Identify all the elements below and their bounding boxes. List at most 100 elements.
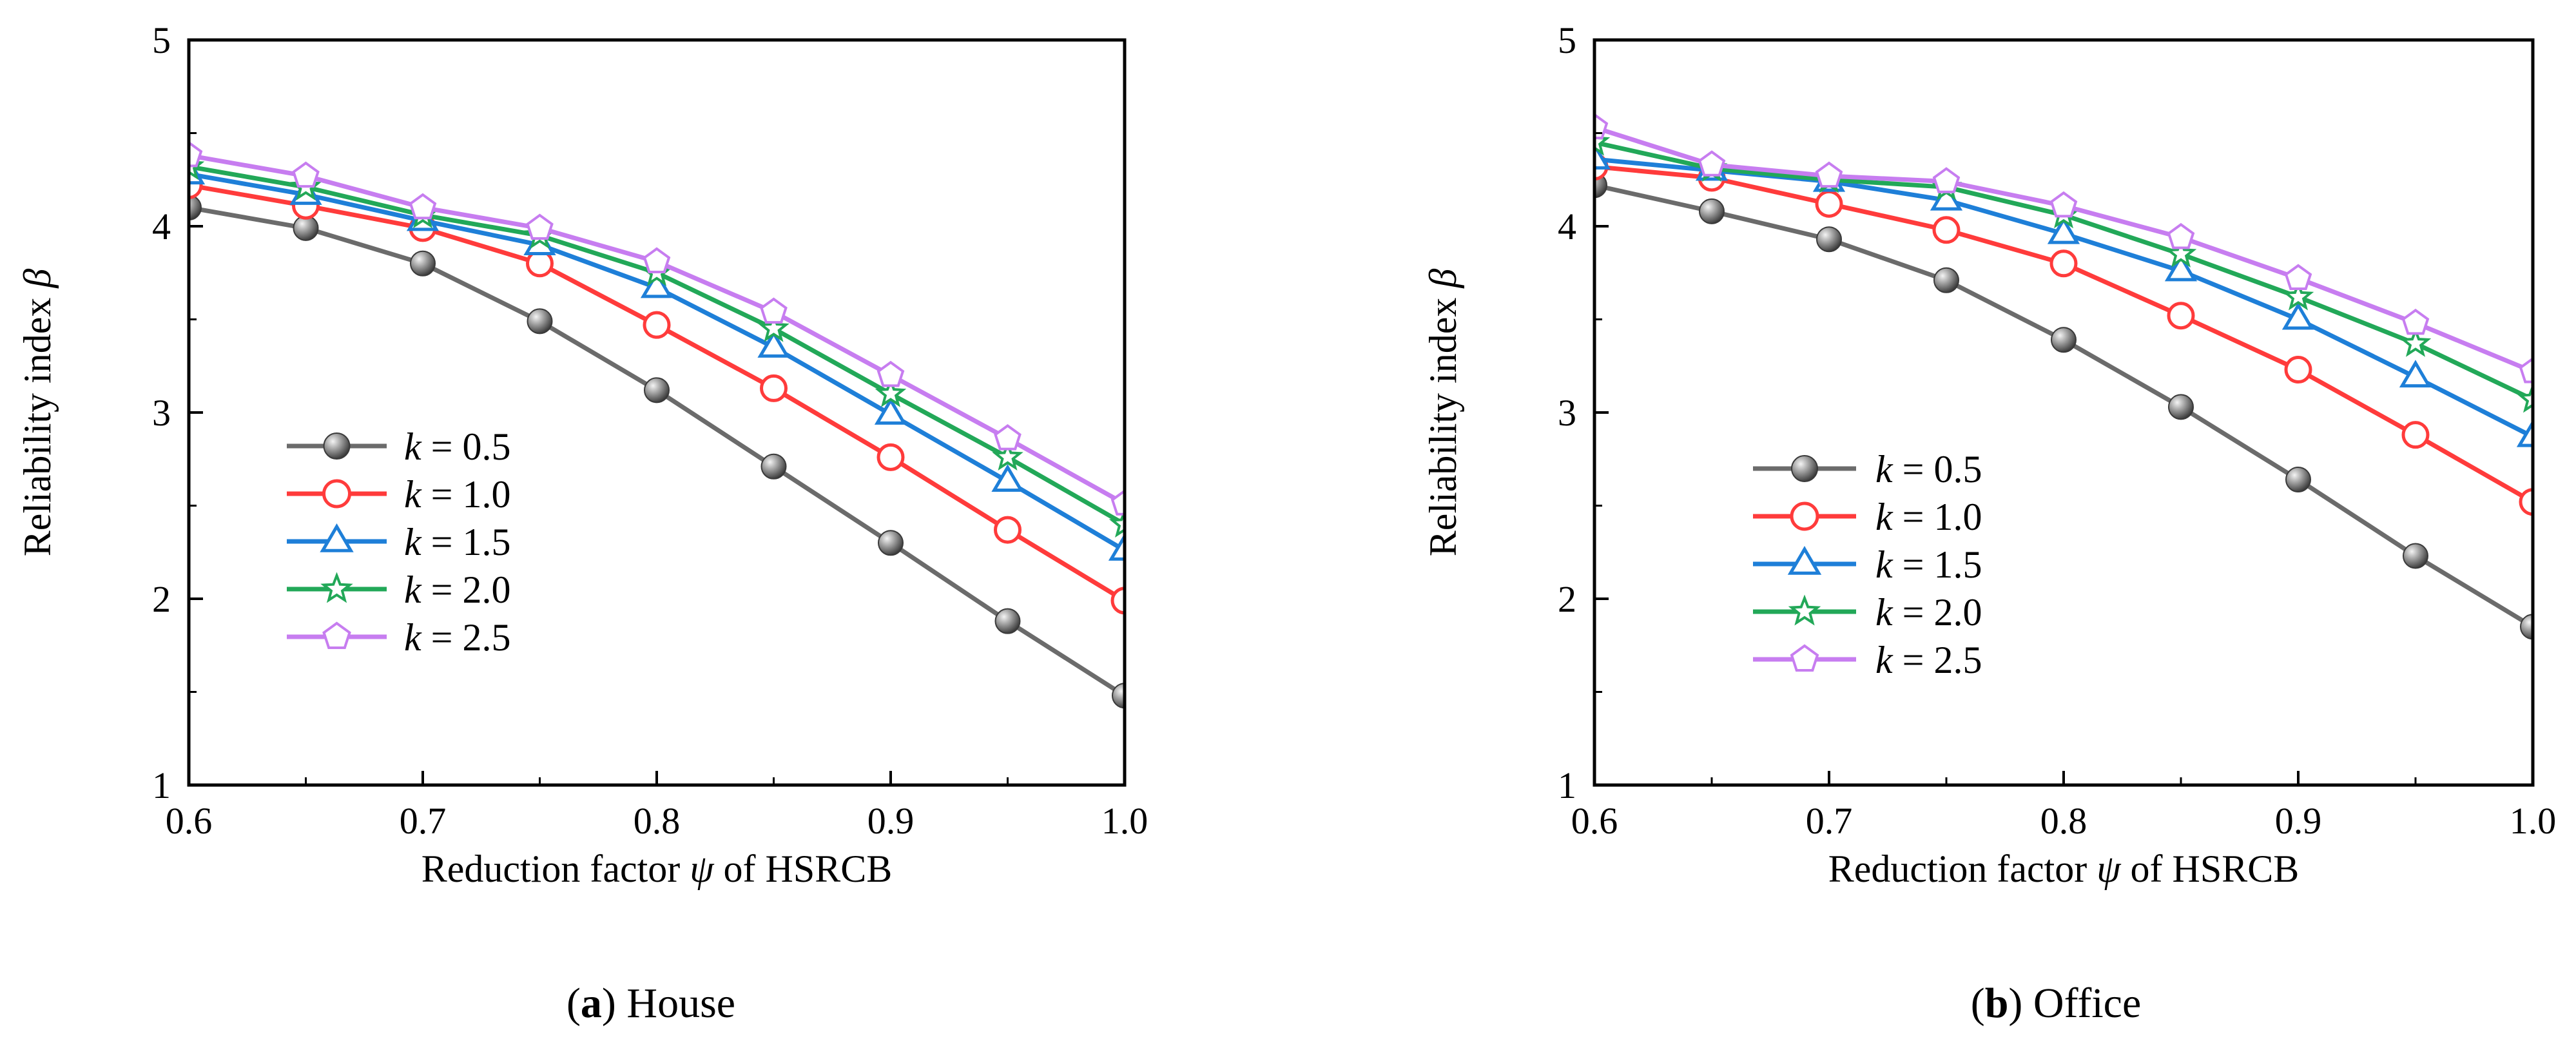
- x-tick-label: 1.0: [1101, 800, 1148, 842]
- legend-item: k = 0.5: [287, 425, 510, 468]
- legend-marker: [322, 479, 351, 509]
- data-point: [2168, 394, 2194, 420]
- data-point: [2401, 421, 2430, 449]
- series-line: [189, 164, 1125, 527]
- chart-panel-b: 0.6 0.7 0.8 0.9 1.0 1 2 3 4 5 Reduction factor ψ o…: [1422, 19, 2556, 1027]
- data-point: [2399, 327, 2432, 357]
- y-tick-label: 2: [152, 578, 171, 620]
- data-point: [876, 443, 905, 471]
- data-point: [643, 311, 671, 339]
- data-point: [760, 297, 788, 324]
- y-tick-label: 1: [152, 764, 171, 806]
- y-tick-label: 4: [1558, 206, 1576, 248]
- axes-frame: [1593, 38, 2535, 787]
- legend-marker: [1790, 644, 1819, 672]
- legend-label: k = 2.0: [1875, 591, 1982, 634]
- legend-item: k = 1.5: [1753, 543, 1982, 586]
- x-tick-label: 0.9: [867, 800, 915, 842]
- data-point: [2167, 222, 2195, 249]
- data-point: [2520, 614, 2533, 640]
- data-point: [878, 530, 904, 556]
- x-tick-label: 0.8: [2040, 800, 2087, 842]
- y-tick-label: 5: [152, 19, 171, 61]
- data-point: [2284, 264, 2312, 291]
- data-point: [2519, 356, 2533, 384]
- data-point: [1108, 533, 1125, 561]
- data-point: [876, 360, 905, 387]
- data-point: [991, 464, 1024, 492]
- series-k-2-0: [189, 150, 1125, 538]
- data-point: [2281, 302, 2315, 330]
- legend-marker: [1790, 501, 1819, 531]
- data-point: [994, 424, 1022, 451]
- legend-item: k = 0.5: [1753, 448, 1982, 490]
- legend-label: k = 2.0: [404, 568, 510, 611]
- legend-item: k = 2.5: [287, 616, 510, 659]
- data-point: [1594, 142, 1611, 170]
- data-point: [1816, 226, 1842, 253]
- y-axis-title: Reliability index β: [1422, 269, 1464, 557]
- data-point: [1698, 150, 1726, 177]
- legend-item: k = 2.5: [1753, 639, 1982, 681]
- data-point: [875, 377, 907, 407]
- legend-marker: [323, 432, 351, 460]
- data-point: [2399, 360, 2432, 388]
- data-point: [757, 330, 790, 358]
- data-point: [2165, 237, 2197, 267]
- data-point: [2282, 280, 2314, 311]
- chart-panel-a: 0.6 0.7 0.8 0.9 1.0 1 2 3 4 5 Reduction factor ψ o…: [16, 19, 1148, 1027]
- data-point: [2049, 249, 2078, 278]
- plot-area: [1594, 113, 2533, 640]
- legend-label: k = 1.5: [1875, 543, 1982, 586]
- data-point: [760, 453, 787, 480]
- data-point: [2167, 302, 2195, 330]
- legend-marker: [322, 621, 351, 649]
- data-point: [1594, 126, 1611, 156]
- legend-marker: [1791, 455, 1818, 482]
- legend-item: k = 1.0: [287, 473, 510, 516]
- y-tick-label: 2: [1558, 578, 1576, 620]
- data-point: [1109, 507, 1125, 538]
- legend-marker: [320, 572, 353, 603]
- data-point: [189, 141, 203, 168]
- data-point: [760, 374, 788, 402]
- data-point: [1699, 198, 1725, 224]
- data-point: [292, 161, 320, 188]
- y-axis-title: Reliability index β: [16, 269, 59, 557]
- y-tick-label: 3: [152, 392, 171, 434]
- data-point: [2164, 253, 2198, 282]
- series-k-0-5: [189, 195, 1125, 709]
- data-point: [1932, 216, 1961, 244]
- legend-item: k = 1.0: [1753, 496, 1982, 538]
- legend-label: k = 0.5: [404, 425, 510, 468]
- plot-area: [189, 141, 1125, 709]
- data-point: [2285, 467, 2311, 493]
- data-point: [2049, 191, 2078, 218]
- x-tick-label: 0.8: [634, 800, 681, 842]
- data-point: [1815, 161, 1843, 188]
- legend-marker: [320, 523, 354, 552]
- legend-label: k = 1.0: [1875, 496, 1982, 538]
- data-point: [2403, 543, 2428, 569]
- data-point: [1110, 489, 1125, 516]
- series-k-2-5: [189, 141, 1125, 516]
- data-point: [994, 516, 1022, 544]
- legend-marker: [1787, 546, 1822, 575]
- data-point: [2051, 327, 2077, 353]
- series-k-1-5: [1594, 142, 2533, 447]
- legend: k = 0.5 k = 1.0 k = 1.5 k = 2.0 k = 2.5: [1753, 448, 1982, 681]
- data-point: [2516, 419, 2533, 447]
- legend-label: k = 2.5: [1875, 639, 1982, 681]
- x-tick-label: 0.9: [2275, 800, 2322, 842]
- data-point: [526, 213, 554, 240]
- y-tick-label: 4: [152, 206, 171, 248]
- legend-marker: [1788, 594, 1821, 626]
- series-k-1-5: [189, 157, 1125, 561]
- x-tick-label: 0.6: [1571, 800, 1618, 842]
- axes-frame: [187, 38, 1127, 787]
- x-axis-title: Reduction factor ψ of HSRCB: [421, 848, 893, 890]
- data-point: [1594, 113, 1609, 139]
- series-k-2-5: [1594, 113, 2533, 384]
- data-point: [1815, 189, 1843, 218]
